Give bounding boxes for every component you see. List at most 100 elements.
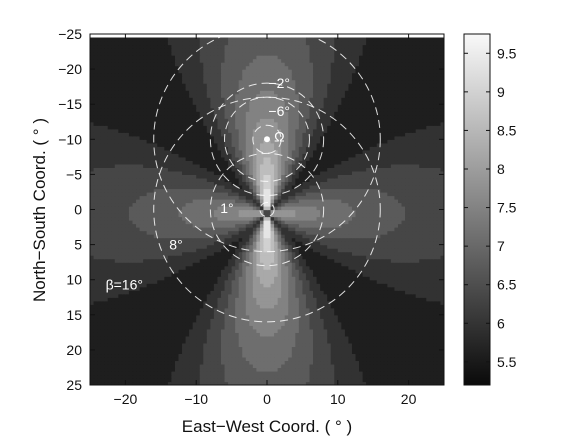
heat-cell bbox=[341, 258, 346, 263]
heat-cell bbox=[422, 360, 427, 365]
heat-cell bbox=[327, 363, 332, 369]
heat-cell bbox=[320, 314, 325, 319]
heat-cell bbox=[164, 279, 169, 284]
heat-cell bbox=[256, 367, 261, 372]
heat-cell bbox=[426, 227, 431, 232]
heat-cell bbox=[189, 283, 194, 288]
heat-cell bbox=[405, 318, 410, 323]
heat-cell bbox=[422, 272, 427, 277]
heat-cell bbox=[199, 227, 204, 232]
heat-cell bbox=[139, 339, 144, 344]
heat-cell bbox=[256, 276, 261, 281]
heat-cell bbox=[337, 227, 342, 232]
heat-cell bbox=[128, 230, 134, 235]
heat-cell bbox=[373, 381, 378, 385]
heat-cell bbox=[305, 248, 311, 253]
heat-cell bbox=[376, 353, 381, 358]
heat-cell bbox=[196, 307, 201, 312]
heat-cell bbox=[387, 342, 392, 347]
heat-cell bbox=[125, 286, 130, 291]
heat-cell bbox=[259, 377, 265, 383]
heat-cell bbox=[366, 227, 371, 232]
heat-cell bbox=[288, 269, 293, 274]
heat-cell bbox=[118, 360, 123, 365]
heat-cell bbox=[412, 321, 417, 326]
heat-cell bbox=[270, 269, 275, 274]
heat-cell bbox=[291, 356, 296, 362]
heat-cell bbox=[274, 241, 279, 246]
heat-cell bbox=[220, 258, 226, 263]
heat-cell bbox=[422, 370, 427, 376]
heat-cell bbox=[171, 339, 176, 344]
heat-cell bbox=[302, 248, 307, 253]
heat-cell bbox=[408, 304, 413, 309]
heat-cell bbox=[291, 290, 296, 295]
heat-cell bbox=[405, 262, 410, 267]
heat-cell bbox=[146, 241, 151, 246]
heat-cell bbox=[383, 304, 388, 309]
heat-cell bbox=[309, 339, 314, 344]
heat-cell bbox=[128, 339, 134, 344]
heat-cell bbox=[309, 356, 314, 362]
heat-cell bbox=[383, 216, 388, 221]
heat-cell bbox=[337, 377, 342, 383]
heat-cell bbox=[341, 265, 346, 270]
heat-cell bbox=[118, 374, 123, 379]
heat-cell bbox=[256, 307, 261, 312]
heat-cell bbox=[97, 290, 102, 295]
heat-cell bbox=[213, 255, 219, 260]
heat-cell bbox=[277, 276, 282, 281]
heat-cell bbox=[146, 328, 151, 333]
heat-cell bbox=[380, 279, 385, 284]
heat-cell bbox=[327, 213, 332, 218]
heat-cell bbox=[298, 349, 303, 355]
heat-cell bbox=[281, 377, 286, 383]
heat-cell bbox=[249, 234, 254, 239]
heat-cell bbox=[313, 311, 318, 316]
heat-cell bbox=[178, 360, 183, 365]
heat-cell bbox=[270, 293, 275, 298]
heat-cell bbox=[412, 311, 417, 316]
heat-cell bbox=[213, 283, 219, 288]
heat-cell bbox=[185, 216, 190, 221]
heat-cell bbox=[125, 385, 129, 389]
heat-cell bbox=[182, 251, 187, 256]
heat-cell bbox=[203, 356, 208, 362]
heat-cell bbox=[167, 251, 173, 256]
heat-cell bbox=[415, 318, 420, 323]
heat-cell bbox=[136, 332, 141, 337]
heat-cell bbox=[422, 311, 427, 316]
heat-cell bbox=[390, 332, 396, 337]
heat-cell bbox=[174, 241, 180, 246]
heat-cell bbox=[291, 276, 296, 281]
heat-cell bbox=[366, 213, 371, 218]
heat-cell bbox=[341, 297, 346, 302]
heat-cell bbox=[97, 353, 102, 358]
heat-cell bbox=[270, 286, 275, 291]
heat-cell bbox=[277, 234, 282, 239]
heat-cell bbox=[256, 216, 261, 221]
heat-cell bbox=[419, 227, 424, 232]
heat-cell bbox=[118, 276, 123, 281]
heat-cell bbox=[213, 227, 219, 232]
heat-cell bbox=[327, 321, 332, 326]
heat-cell bbox=[355, 234, 360, 239]
heat-cell bbox=[383, 244, 388, 249]
heat-cell bbox=[334, 234, 339, 239]
heat-cell bbox=[295, 251, 300, 256]
heat-cell bbox=[330, 332, 335, 337]
heat-cell bbox=[167, 286, 173, 291]
heat-cell bbox=[267, 370, 272, 376]
heat-cell bbox=[295, 321, 300, 326]
heat-cell bbox=[270, 374, 275, 379]
heat-cell bbox=[394, 318, 399, 323]
heat-cell bbox=[426, 300, 431, 305]
heat-cell bbox=[351, 370, 357, 376]
heat-cell bbox=[274, 332, 279, 337]
heat-cell bbox=[337, 234, 342, 239]
heat-cell bbox=[242, 367, 247, 372]
heat-cell bbox=[348, 297, 353, 302]
heat-cell bbox=[298, 328, 303, 333]
heat-cell bbox=[146, 251, 151, 256]
heat-cell bbox=[348, 342, 353, 347]
